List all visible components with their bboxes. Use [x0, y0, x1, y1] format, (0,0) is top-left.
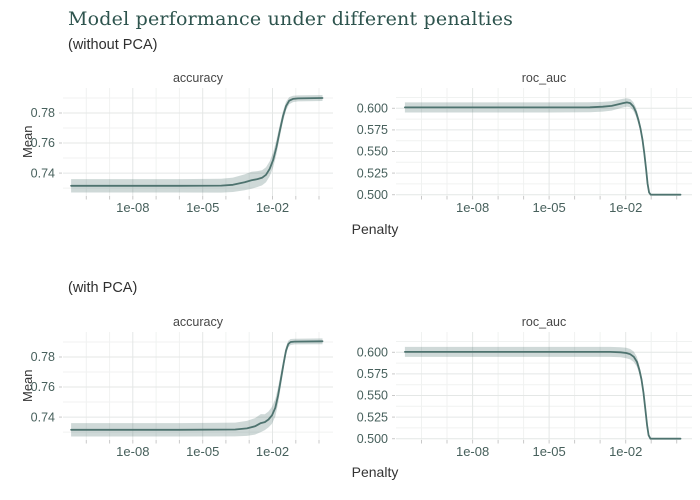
- svg-text:0.78: 0.78: [31, 106, 55, 120]
- accuracy-panel-with-pca: 0.74 0.76 0.78 1e-08 1e-05 1e-02: [31, 332, 333, 459]
- roc-auc-panel-without-pca: 0.500 0.525 0.550 0.575 0.600 1e-08 1e-05 1e-02: [357, 88, 692, 215]
- svg-text:1e-02: 1e-02: [609, 444, 642, 459]
- svg-text:1e-08: 1e-08: [456, 200, 489, 215]
- svg-text:0.525: 0.525: [357, 410, 388, 424]
- svg-text:0.74: 0.74: [31, 166, 55, 180]
- svg-text:1e-02: 1e-02: [609, 200, 642, 215]
- facet-label-accuracy-row2: accuracy: [172, 315, 224, 329]
- x-axis-title-row1: Penalty: [351, 221, 399, 237]
- svg-text:1e-08: 1e-08: [116, 444, 149, 459]
- svg-text:1e-02: 1e-02: [256, 444, 289, 459]
- subtitle-without-pca: (without PCA): [68, 37, 158, 53]
- roc-auc-panel-with-pca: 0.500 0.525 0.550 0.575 0.600 1e-08 1e-05 1e-02: [357, 332, 692, 459]
- svg-text:1e-05: 1e-05: [532, 200, 565, 215]
- svg-text:1e-05: 1e-05: [186, 444, 219, 459]
- svg-text:1e-05: 1e-05: [186, 200, 219, 215]
- svg-text:0.550: 0.550: [357, 389, 388, 403]
- svg-text:0.74: 0.74: [31, 410, 55, 424]
- svg-text:0.78: 0.78: [31, 350, 55, 364]
- svg-text:0.525: 0.525: [357, 166, 388, 180]
- figure-title: Model performance under different penalt…: [68, 8, 514, 30]
- svg-text:0.600: 0.600: [357, 102, 388, 116]
- svg-text:0.76: 0.76: [31, 136, 55, 150]
- facet-label-roc-auc-row1: roc_auc: [521, 71, 567, 85]
- svg-text:0.76: 0.76: [31, 380, 55, 394]
- facet-label-accuracy-row1: accuracy: [172, 71, 224, 85]
- accuracy-panel-without-pca: 0.74 0.76 0.78 1e-08 1e-05 1e-02: [31, 88, 333, 215]
- facet-label-roc-auc-row2: roc_auc: [521, 315, 567, 329]
- svg-text:1e-02: 1e-02: [256, 200, 289, 215]
- svg-text:1e-08: 1e-08: [116, 200, 149, 215]
- x-axis-title-row2: Penalty: [351, 464, 399, 480]
- subtitle-with-pca: (with PCA): [68, 280, 138, 296]
- svg-text:0.500: 0.500: [357, 432, 388, 446]
- svg-text:0.500: 0.500: [357, 188, 388, 202]
- svg-text:1e-05: 1e-05: [532, 444, 565, 459]
- svg-text:0.600: 0.600: [357, 346, 388, 360]
- svg-text:0.575: 0.575: [357, 123, 388, 137]
- svg-text:0.575: 0.575: [357, 367, 388, 381]
- svg-text:1e-08: 1e-08: [456, 444, 489, 459]
- svg-text:0.550: 0.550: [357, 145, 388, 159]
